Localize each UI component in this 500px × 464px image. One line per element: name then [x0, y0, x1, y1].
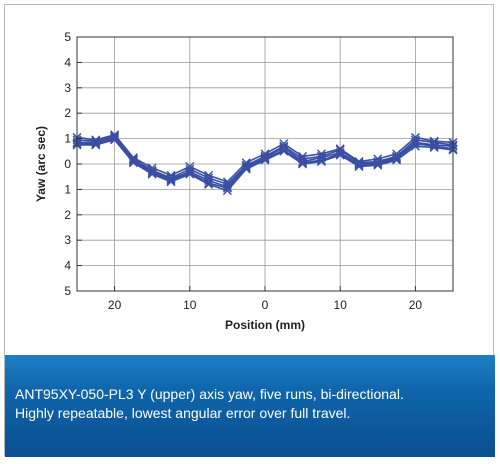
- y-tick-label: 4: [64, 55, 71, 69]
- data-point-marker: [410, 141, 420, 151]
- x-tick-label: 10: [334, 298, 348, 312]
- data-point-marker: [392, 155, 402, 165]
- data-point-marker: [429, 142, 439, 152]
- y-tick-label: 2: [64, 106, 71, 120]
- caption-line-1: ANT95XY-050-PL3 Y (upper) axis yaw, five…: [15, 386, 404, 402]
- data-point-marker: [222, 186, 232, 196]
- x-tick-label: 20: [108, 298, 122, 312]
- y-tick-label: 3: [64, 233, 71, 247]
- y-axis-label: Yaw (arc sec): [34, 126, 48, 202]
- caption-line-2: Highly repeatable, lowest angular error …: [15, 405, 351, 421]
- data-point-marker: [316, 155, 326, 165]
- data-point-marker: [298, 159, 308, 169]
- chart-area: 5 4 3 2 1 0 1 2 3 4 5 20 10 0 10 20 Position (mm) Yaw (…: [5, 5, 495, 355]
- data-point-marker: [91, 139, 101, 149]
- data-point-marker: [241, 164, 251, 174]
- data-point-marker: [241, 163, 251, 173]
- series-layer: [72, 130, 458, 196]
- data-point-marker: [373, 159, 383, 169]
- data-point-marker: [354, 160, 364, 170]
- data-point-marker: [316, 156, 326, 166]
- figure-frame: 5 4 3 2 1 0 1 2 3 4 5 20 10 0 10 20 Position (mm) Yaw (…: [4, 4, 495, 457]
- data-point-marker: [429, 141, 439, 151]
- data-point-marker: [110, 135, 120, 145]
- data-point-marker: [222, 183, 232, 193]
- data-point-marker: [166, 176, 176, 186]
- data-point-marker: [241, 162, 251, 172]
- y-tick-label: 1: [64, 182, 71, 196]
- data-point-marker: [204, 179, 214, 189]
- data-point-marker: [128, 158, 138, 168]
- data-point-marker: [185, 169, 195, 179]
- x-tick-label: 20: [409, 298, 423, 312]
- y-tick-label: 0: [64, 157, 71, 171]
- y-tick-label: 5: [64, 284, 71, 298]
- y-tick-label: 2: [64, 208, 71, 222]
- x-axis-label: Position (mm): [225, 318, 305, 332]
- data-point-marker: [279, 142, 289, 152]
- data-point-marker: [91, 140, 101, 150]
- data-point-marker: [147, 169, 157, 179]
- data-point-marker: [373, 160, 383, 170]
- data-point-marker: [298, 158, 308, 168]
- y-tick-label: 1: [64, 132, 71, 146]
- data-point-marker: [166, 174, 176, 184]
- y-tick-label: 3: [64, 81, 71, 95]
- data-point-marker: [166, 177, 176, 187]
- data-point-marker: [335, 150, 345, 160]
- caption-band: ANT95XY-050-PL3 Y (upper) axis yaw, five…: [5, 355, 495, 457]
- y-tick-label: 4: [64, 259, 71, 273]
- data-point-marker: [354, 162, 364, 172]
- x-tick-label: 10: [183, 298, 197, 312]
- y-tick-label: 5: [64, 30, 71, 44]
- x-tick-label: 0: [262, 298, 269, 312]
- data-point-marker: [260, 155, 270, 165]
- data-point-marker: [279, 139, 289, 149]
- data-point-marker: [279, 146, 289, 156]
